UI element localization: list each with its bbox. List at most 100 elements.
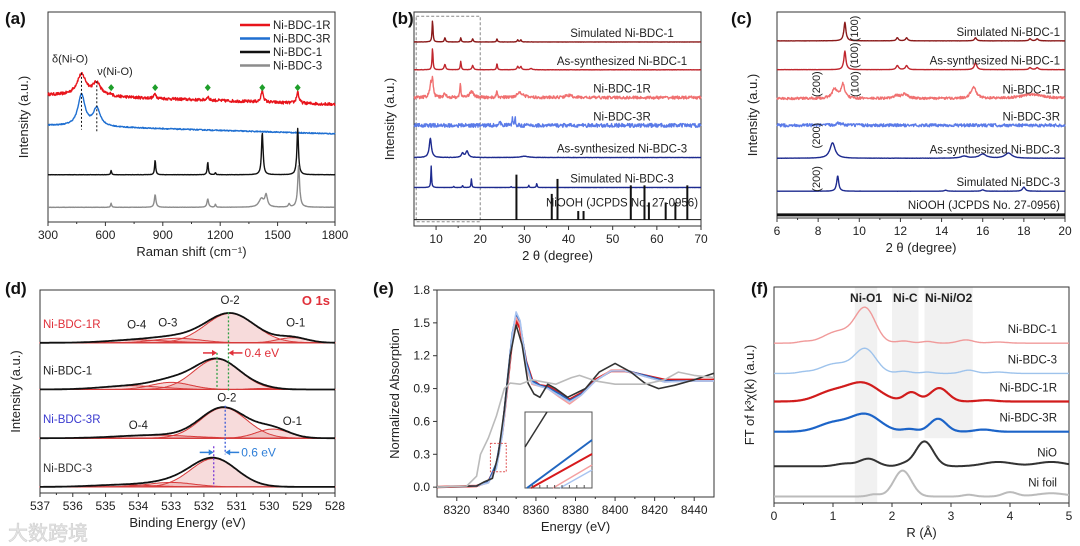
hkl-label: (100) bbox=[849, 16, 861, 42]
series-line bbox=[47, 127, 336, 176]
y-tick-label: 1.2 bbox=[413, 349, 430, 363]
envelope-line bbox=[40, 456, 335, 488]
legend-label: Ni-BDC-1 bbox=[273, 47, 322, 59]
panel-label: (d) bbox=[5, 279, 27, 298]
x-axis-label: 2 θ (degree) bbox=[522, 248, 593, 263]
diamond-marker-icon bbox=[152, 84, 159, 92]
series-line bbox=[773, 381, 1070, 403]
series-line bbox=[776, 142, 1066, 159]
trace-label: Ni-BDC-3R bbox=[43, 414, 101, 426]
series-as-synthesized-ni-bdc-3: As-synthesized Ni-BDC-3 bbox=[413, 137, 702, 159]
y-tick-label: 0.3 bbox=[413, 447, 430, 461]
watermark-text: 大数跨境 bbox=[8, 521, 88, 545]
band-label: Ni-Ni/O2 bbox=[925, 291, 973, 305]
panel-d: (d) 537 536 535 534 533 532 531 530 529 528 Binding… bbox=[5, 279, 345, 530]
series-line bbox=[773, 306, 1070, 344]
y-axis-label: FT of k³χ(k) (a.u.) bbox=[742, 345, 757, 445]
inset-line bbox=[530, 453, 593, 489]
arrow-left-icon bbox=[228, 349, 234, 356]
inset-region-box bbox=[489, 442, 507, 473]
inset-line bbox=[552, 464, 593, 489]
x-tick-label: 1 bbox=[830, 509, 837, 523]
x-axis-label: R (Å) bbox=[906, 525, 936, 540]
trace-label: Ni-BDC-3R bbox=[1000, 413, 1058, 425]
x-tick-label: 10 bbox=[429, 232, 443, 246]
trace-label: As-synthesized Ni-BDC-3 bbox=[930, 144, 1060, 156]
x-tick-label: 536 bbox=[63, 499, 83, 513]
series-line bbox=[773, 347, 1070, 375]
legend-label: Ni-BDC-1R bbox=[273, 20, 331, 32]
series-ni-bdc-1r: Ni-BDC-1R bbox=[47, 20, 336, 107]
x-axis-label: Raman shift (cm⁻¹) bbox=[136, 244, 246, 259]
trace-label: Ni-BDC-3R bbox=[1003, 111, 1061, 123]
watermark: 大数跨境 bbox=[8, 521, 89, 546]
y-tick-label: 0.0 bbox=[413, 480, 430, 494]
series-ni-bdc-1r: Ni-BDC-1R bbox=[39, 312, 336, 344]
component-label: O-4 bbox=[127, 320, 147, 332]
x-tick-label: 8400 bbox=[602, 503, 629, 517]
y-axis-label: Intensity (a.u.) bbox=[16, 76, 31, 158]
series-ni-bdc-1: Ni-BDC-1 bbox=[47, 47, 336, 176]
hkl-label: (200) bbox=[811, 123, 823, 149]
x-tick-label: 8320 bbox=[443, 503, 470, 517]
trace-label: Ni foil bbox=[1028, 478, 1057, 490]
series-line bbox=[773, 469, 1070, 498]
zoom-region-box bbox=[415, 15, 481, 223]
trace-label: Ni-BDC-3R bbox=[593, 111, 651, 123]
x-tick-label: 535 bbox=[96, 499, 116, 513]
legend-label: Ni-BDC-3R bbox=[273, 34, 331, 46]
component-label: O-2 bbox=[221, 295, 240, 307]
diamond-marker-icon bbox=[259, 84, 266, 92]
series-niooh-jcpds-no-27-0956-: NiOOH (JCPDS No. 27-0956) bbox=[414, 174, 701, 221]
spectrum-title: O 1s bbox=[302, 293, 330, 308]
y-tick-label: 0.6 bbox=[413, 414, 430, 428]
x-tick-label: 4 bbox=[1007, 509, 1014, 523]
peak-annotation: δ(Ni-O) bbox=[52, 53, 88, 65]
series-ni-bdc-1r: Ni-BDC-1R bbox=[776, 81, 1066, 101]
band-label: Ni-C bbox=[893, 291, 918, 305]
x-tick-label: 16 bbox=[976, 224, 990, 238]
x-tick-label: 8440 bbox=[681, 503, 708, 517]
series-line bbox=[47, 71, 336, 107]
trace-label: As-synthesized Ni-BDC-1 bbox=[557, 56, 687, 68]
arrow-right-icon bbox=[212, 349, 217, 356]
diamond-marker-icon bbox=[294, 84, 301, 92]
series-line bbox=[413, 116, 702, 128]
x-axis-label: Energy (eV) bbox=[541, 519, 610, 534]
series-simulated-ni-bdc-1: Simulated Ni-BDC-1 bbox=[776, 21, 1066, 42]
diamond-marker-icon bbox=[108, 84, 115, 92]
inset-line bbox=[524, 411, 548, 448]
trace-label: Ni-BDC-3 bbox=[43, 463, 92, 475]
series-ni-bdc-3r: Ni-BDC-3R bbox=[39, 406, 336, 440]
x-tick-label: 600 bbox=[95, 228, 115, 242]
hkl-label: (200) bbox=[811, 71, 823, 97]
panel-f: Ni-O1 Ni-C Ni-Ni/O2 (f) 0 1 2 3 4 5 R (Å) FT of k³χ… bbox=[742, 279, 1073, 540]
series-ni-bdc-3: Ni-BDC-3 bbox=[39, 456, 336, 488]
peak-annotation: ν(Ni-O) bbox=[97, 66, 132, 78]
series-nio: NiO bbox=[773, 440, 1070, 468]
series-ni-foil: Ni foil bbox=[773, 469, 1070, 498]
series-line bbox=[773, 440, 1070, 468]
x-tick-label: 528 bbox=[325, 499, 345, 513]
series-ni-bdc-3: Ni-BDC-3 bbox=[773, 347, 1070, 375]
trace-label: Simulated Ni-BDC-1 bbox=[570, 28, 674, 40]
series-ni-bdc-3r: Ni-BDC-3R bbox=[773, 412, 1070, 433]
trace-label: NiOOH (JCPDS No. 27-0956) bbox=[908, 200, 1060, 212]
y-axis-label: Intensity (a.u.) bbox=[382, 78, 397, 160]
x-tick-label: 8420 bbox=[641, 503, 668, 517]
x-tick-label: 70 bbox=[694, 232, 708, 246]
panel-label: (e) bbox=[373, 279, 394, 298]
series-niooh-jcpds-no-27-0956-: NiOOH (JCPDS No. 27-0956) bbox=[775, 200, 1067, 217]
x-tick-label: 1500 bbox=[264, 228, 291, 242]
component-label: O-1 bbox=[283, 416, 302, 428]
y-axis-label: Intensity (a.u.) bbox=[8, 350, 23, 432]
trace-label: Simulated Ni-BDC-1 bbox=[956, 27, 1060, 39]
x-tick-label: 530 bbox=[259, 499, 279, 513]
series-line bbox=[436, 371, 715, 488]
y-tick-label: 1.8 bbox=[413, 283, 430, 297]
x-tick-label: 50 bbox=[606, 232, 620, 246]
hkl-label: (100) bbox=[849, 71, 861, 97]
x-tick-label: 531 bbox=[227, 499, 247, 513]
series-ni-bdc-3r: Ni-BDC-3R bbox=[413, 111, 702, 128]
hkl-label: (200) bbox=[811, 166, 823, 192]
